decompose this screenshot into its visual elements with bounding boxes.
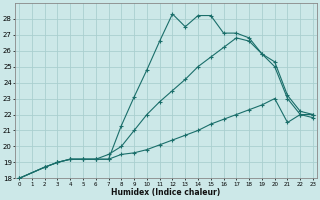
X-axis label: Humidex (Indice chaleur): Humidex (Indice chaleur): [111, 188, 221, 197]
